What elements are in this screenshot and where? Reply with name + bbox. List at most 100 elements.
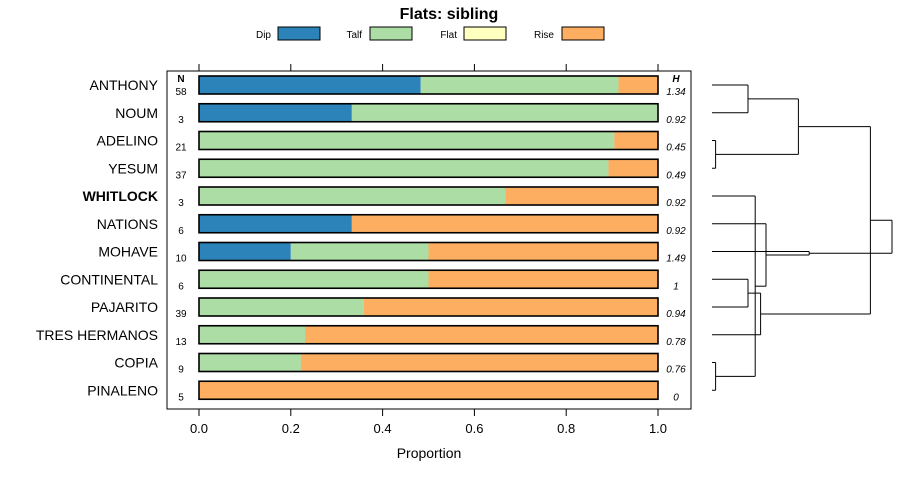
category-label-pinaleno: PINALENO <box>87 382 158 398</box>
h-value-whitlock: 0.92 <box>666 198 686 209</box>
legend-swatch-rise <box>561 26 605 41</box>
bar-rise-yesum <box>608 159 658 178</box>
category-label-mohave: MOHAVE <box>98 244 158 260</box>
bar-dip-noum <box>199 103 352 122</box>
n-value-whitlock: 3 <box>178 198 184 209</box>
bar-rise-continental <box>428 270 658 289</box>
row-adelino: ADELINO 21 0.45 <box>97 130 686 154</box>
x-axis: 0.0 0.2 0.4 0.6 0.8 1.0 <box>190 409 667 436</box>
category-label-continental: CONTINENTAL <box>60 271 158 287</box>
category-label-nations: NATIONS <box>97 216 158 232</box>
bar-rise-anthony <box>618 76 658 94</box>
legend-swatch-dip <box>277 26 321 41</box>
row-tres-hermanos: TRES HERMANOS 13 0.78 <box>36 324 686 348</box>
row-yesum: YESUM 37 0.49 <box>108 158 686 181</box>
x-tick-label-0: 0.0 <box>190 421 208 436</box>
bar-rise-pinaleno <box>199 381 658 400</box>
legend: Dip Talf Flat Rise <box>256 26 605 41</box>
bar-talf-noum <box>351 103 658 122</box>
bar-outline-mohave <box>198 241 659 262</box>
h-value-pajarito: 0.94 <box>666 309 686 320</box>
n-header: N <box>177 74 184 85</box>
n-value-pinaleno: 5 <box>178 392 184 403</box>
plot-frame <box>166 70 692 410</box>
n-value-adelino: 21 <box>175 143 187 154</box>
n-value-anthony: 58 <box>175 87 187 98</box>
x-tick-label-4: 0.8 <box>557 421 575 436</box>
row-whitlock: WHITLOCK 3 0.92 <box>83 186 686 209</box>
bar-talf-yesum <box>199 159 609 178</box>
bar-rise-tres-hermanos <box>305 325 658 344</box>
bar-talf-whitlock <box>199 187 506 205</box>
bar-talf-anthony <box>420 76 619 94</box>
category-label-whitlock: WHITLOCK <box>83 188 158 204</box>
n-value-pajarito: 39 <box>175 309 187 320</box>
bar-dip-anthony <box>199 76 421 94</box>
row-continental: CONTINENTAL 6 1 <box>60 269 679 292</box>
bar-rise-nations <box>351 214 658 233</box>
h-value-tres-hermanos: 0.78 <box>666 337 686 348</box>
legend-label-dip: Dip <box>256 30 271 41</box>
x-tick-label-2: 0.4 <box>374 421 392 436</box>
h-value-pinaleno: 0 <box>673 392 679 403</box>
h-header: H <box>672 74 680 85</box>
bar-outline-pajarito <box>198 297 659 317</box>
legend-swatch-talf <box>369 26 413 41</box>
legend-swatch-flat <box>463 26 507 41</box>
category-label-noum: NOUM <box>115 105 158 121</box>
legend-label-flat: Flat <box>440 30 457 41</box>
h-value-noum: 0.92 <box>666 115 686 126</box>
n-value-nations: 6 <box>178 226 184 237</box>
category-label-anthony: ANTHONY <box>90 77 159 93</box>
category-label-yesum: YESUM <box>108 160 158 176</box>
x-tick-label-5: 1.0 <box>649 421 667 436</box>
h-value-copia: 0.76 <box>666 365 686 376</box>
category-label-pajarito: PAJARITO <box>91 299 158 315</box>
h-value-adelino: 0.45 <box>666 143 686 154</box>
top-axis-ticks <box>198 64 659 71</box>
bar-rise-copia <box>300 353 658 372</box>
row-copia: COPIA 9 0.76 <box>114 352 686 376</box>
bar-rows: ANTHONY 58 1.34 NOUM 3 0.92 ADELINO 21 0.45 YESUM… <box>36 75 686 403</box>
h-value-continental: 1 <box>673 281 679 292</box>
category-label-adelino: ADELINO <box>97 133 159 149</box>
h-value-yesum: 0.49 <box>666 170 686 181</box>
bar-outline-copia <box>198 352 659 373</box>
h-value-mohave: 1.49 <box>666 254 686 265</box>
bar-talf-copia <box>199 353 301 372</box>
n-value-noum: 3 <box>178 115 184 126</box>
bar-outline-nations <box>198 213 659 234</box>
bar-outline-continental <box>198 269 659 290</box>
bar-talf-continental <box>199 270 429 289</box>
bar-outline-tres-hermanos <box>198 324 659 345</box>
bar-rise-whitlock <box>505 187 658 205</box>
legend-label-rise: Rise <box>534 30 554 41</box>
bar-outline-pinaleno <box>198 380 659 401</box>
bar-rise-pajarito <box>363 298 658 316</box>
row-pajarito: PAJARITO 39 0.94 <box>91 297 686 320</box>
row-nations: NATIONS 6 0.92 <box>97 213 686 237</box>
category-label-copia: COPIA <box>114 355 158 371</box>
row-noum: NOUM 3 0.92 <box>115 102 686 126</box>
row-mohave: MOHAVE 10 1.49 <box>98 241 686 265</box>
dendrogram <box>712 84 893 391</box>
bar-rise-adelino <box>614 131 658 150</box>
bar-outline-adelino <box>198 130 659 151</box>
bar-outline-whitlock <box>198 186 659 206</box>
bar-outline-anthony <box>198 75 659 95</box>
h-value-anthony: 1.34 <box>666 87 686 98</box>
bar-outline-noum <box>198 102 659 123</box>
legend-label-talf: Talf <box>346 30 362 41</box>
x-tick-label-1: 0.2 <box>282 421 300 436</box>
h-value-nations: 0.92 <box>666 226 686 237</box>
row-anthony: ANTHONY 58 1.34 <box>90 75 686 98</box>
bar-talf-adelino <box>199 131 615 150</box>
n-value-continental: 6 <box>178 281 184 292</box>
n-value-yesum: 37 <box>175 170 187 181</box>
x-tick-label-3: 0.6 <box>465 421 483 436</box>
n-value-copia: 9 <box>178 365 184 376</box>
bar-rise-mohave <box>428 242 658 261</box>
n-value-mohave: 10 <box>175 254 187 265</box>
x-axis-label: Proportion <box>397 445 462 461</box>
